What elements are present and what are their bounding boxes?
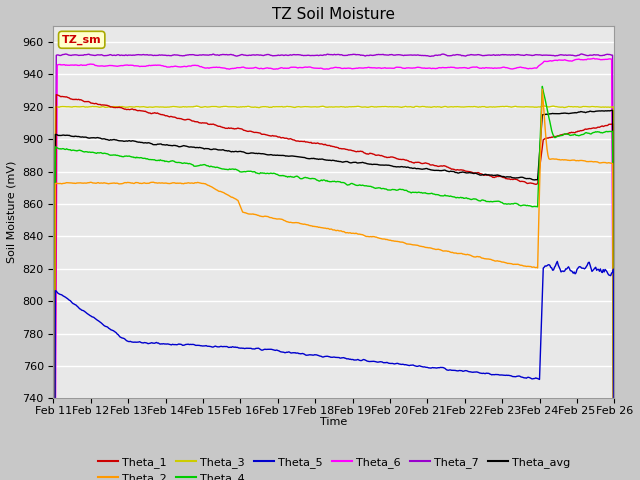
Legend: Theta_1, Theta_2, Theta_3, Theta_4, Theta_5, Theta_6, Theta_7, Theta_avg: Theta_1, Theta_2, Theta_3, Theta_4, Thet… — [93, 452, 575, 480]
Text: TZ_sm: TZ_sm — [62, 35, 102, 45]
Title: TZ Soil Moisture: TZ Soil Moisture — [273, 7, 396, 22]
X-axis label: Time: Time — [321, 418, 348, 427]
Y-axis label: Soil Moisture (mV): Soil Moisture (mV) — [7, 161, 17, 264]
